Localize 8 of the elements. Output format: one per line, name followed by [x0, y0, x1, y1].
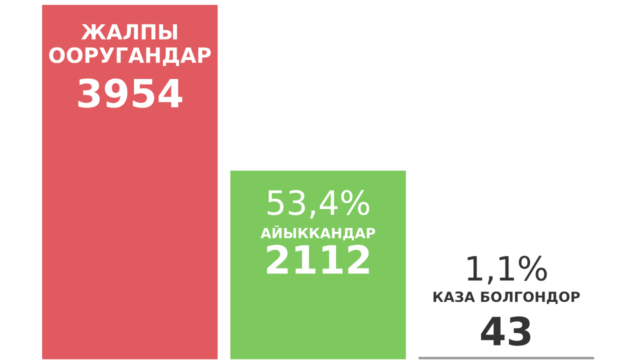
annotation: 53,4%	[268, 190, 370, 219]
x-tick-label: ЖАЛПЫ ООРУГАНДАР	[49, 24, 211, 66]
x-tick-label: АЙЫККАНДАР	[260, 225, 376, 240]
data-label: 43	[481, 316, 530, 346]
data-label: 3954	[78, 78, 182, 108]
x-tick-label: КАЗА БОЛГОНДОР	[434, 292, 580, 304]
annotation: 1,1%	[468, 256, 547, 284]
data-label: 2112	[267, 244, 369, 274]
